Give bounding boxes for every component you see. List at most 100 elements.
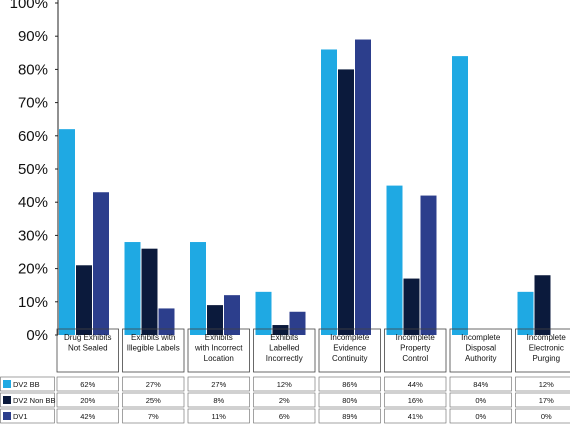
y-tick-label: 20% xyxy=(18,261,48,278)
category-label: Evidence xyxy=(333,344,366,353)
table-cell: 7% xyxy=(148,412,159,421)
table-cell-box xyxy=(449,392,512,408)
category-label: Incomplete xyxy=(461,333,501,342)
table-cell-box xyxy=(515,408,570,424)
category-label: Electronic xyxy=(529,344,564,353)
table-cell-box xyxy=(384,408,447,424)
table-cell-box xyxy=(122,408,185,424)
bar xyxy=(517,291,534,335)
table-cell-box xyxy=(384,376,447,392)
bar xyxy=(124,242,141,335)
category-box xyxy=(384,328,447,373)
category-label: Incomplete xyxy=(330,333,370,342)
y-tick-label: 100% xyxy=(10,0,48,12)
table-cell-box xyxy=(253,392,316,408)
category-label: Exhibits xyxy=(205,333,233,342)
category-label: Not Sealed xyxy=(68,344,108,353)
table-cell-box xyxy=(187,408,250,424)
table-cell: 6% xyxy=(279,412,290,421)
table-cell: 42% xyxy=(80,412,95,421)
table-cell-box xyxy=(122,376,185,392)
table-cell: 2% xyxy=(279,396,290,405)
bar xyxy=(93,192,109,335)
bar xyxy=(76,265,92,335)
category-label: with Incorrect xyxy=(194,344,243,353)
category-box xyxy=(56,328,119,373)
table-cell-box xyxy=(56,376,119,392)
category-label: Labelled xyxy=(269,344,299,353)
category-label: Authority xyxy=(465,354,497,363)
table-cell: 17% xyxy=(539,396,554,405)
y-tick-label: 60% xyxy=(18,128,48,145)
bar xyxy=(420,195,437,335)
y-tick-label: 70% xyxy=(18,95,48,112)
table-cell: 41% xyxy=(408,412,423,421)
category-box xyxy=(449,328,512,373)
table-cell: 44% xyxy=(408,380,423,389)
bar xyxy=(190,242,206,335)
bar xyxy=(338,69,354,336)
table-cell-box xyxy=(187,376,250,392)
bar xyxy=(272,325,289,335)
bar xyxy=(534,275,551,335)
table-cell-box xyxy=(449,376,512,392)
table-cell-box xyxy=(515,392,570,408)
table-cell-box xyxy=(384,392,447,408)
legend-box xyxy=(0,392,55,408)
category-box xyxy=(187,328,250,373)
category-label: Illegible Labels xyxy=(127,344,180,353)
category-label: Incomplete xyxy=(396,333,436,342)
table-cell: 27% xyxy=(146,380,161,389)
bar xyxy=(207,305,223,335)
y-tick-label: 50% xyxy=(18,161,48,178)
table-cell-box xyxy=(449,408,512,424)
category-box xyxy=(318,328,381,373)
table-cell: 25% xyxy=(146,396,161,405)
table-cell: 11% xyxy=(212,412,227,421)
table-cell: 0% xyxy=(475,412,486,421)
category-label: Exhibits xyxy=(270,333,298,342)
legend-label: DV2 Non BB xyxy=(13,396,56,405)
bar xyxy=(289,311,306,335)
category-box xyxy=(515,328,570,373)
y-tick-label: 90% xyxy=(18,28,48,45)
category-label: Property xyxy=(400,344,430,353)
legend-swatch xyxy=(3,396,11,404)
category-label: Continuity xyxy=(332,354,368,363)
table-cell-box xyxy=(187,392,250,408)
legend-box xyxy=(0,408,55,424)
legend-box xyxy=(0,376,55,392)
bar xyxy=(403,278,420,335)
category-label: Incorrectly xyxy=(266,354,303,363)
category-label: Incomplete xyxy=(527,333,567,342)
table-cell-box xyxy=(515,376,570,392)
bar xyxy=(224,295,240,335)
category-label: Location xyxy=(204,354,234,363)
table-cell: 84% xyxy=(473,380,488,389)
table-cell-box xyxy=(56,392,119,408)
category-label: Disposal xyxy=(465,344,496,353)
table-cell: 80% xyxy=(342,396,357,405)
table-cell: 12% xyxy=(277,380,292,389)
table-cell: 89% xyxy=(342,412,357,421)
table-cell: 16% xyxy=(408,396,423,405)
bar xyxy=(386,185,403,335)
table-cell: 27% xyxy=(211,380,226,389)
table-cell: 8% xyxy=(213,396,224,405)
category-label: Purging xyxy=(532,354,560,363)
legend-swatch xyxy=(3,412,11,420)
y-tick-label: 10% xyxy=(18,294,48,311)
bar xyxy=(321,49,337,335)
bar xyxy=(452,56,468,336)
table-cell: 20% xyxy=(80,396,95,405)
table-cell-box xyxy=(318,408,381,424)
legend-swatch xyxy=(3,380,11,388)
y-tick-label: 0% xyxy=(26,327,48,344)
table-cell-box xyxy=(122,392,185,408)
bar xyxy=(141,248,158,335)
category-box xyxy=(122,328,185,373)
y-tick-label: 30% xyxy=(18,227,48,244)
table-cell: 12% xyxy=(539,380,554,389)
table-cell-box xyxy=(318,376,381,392)
